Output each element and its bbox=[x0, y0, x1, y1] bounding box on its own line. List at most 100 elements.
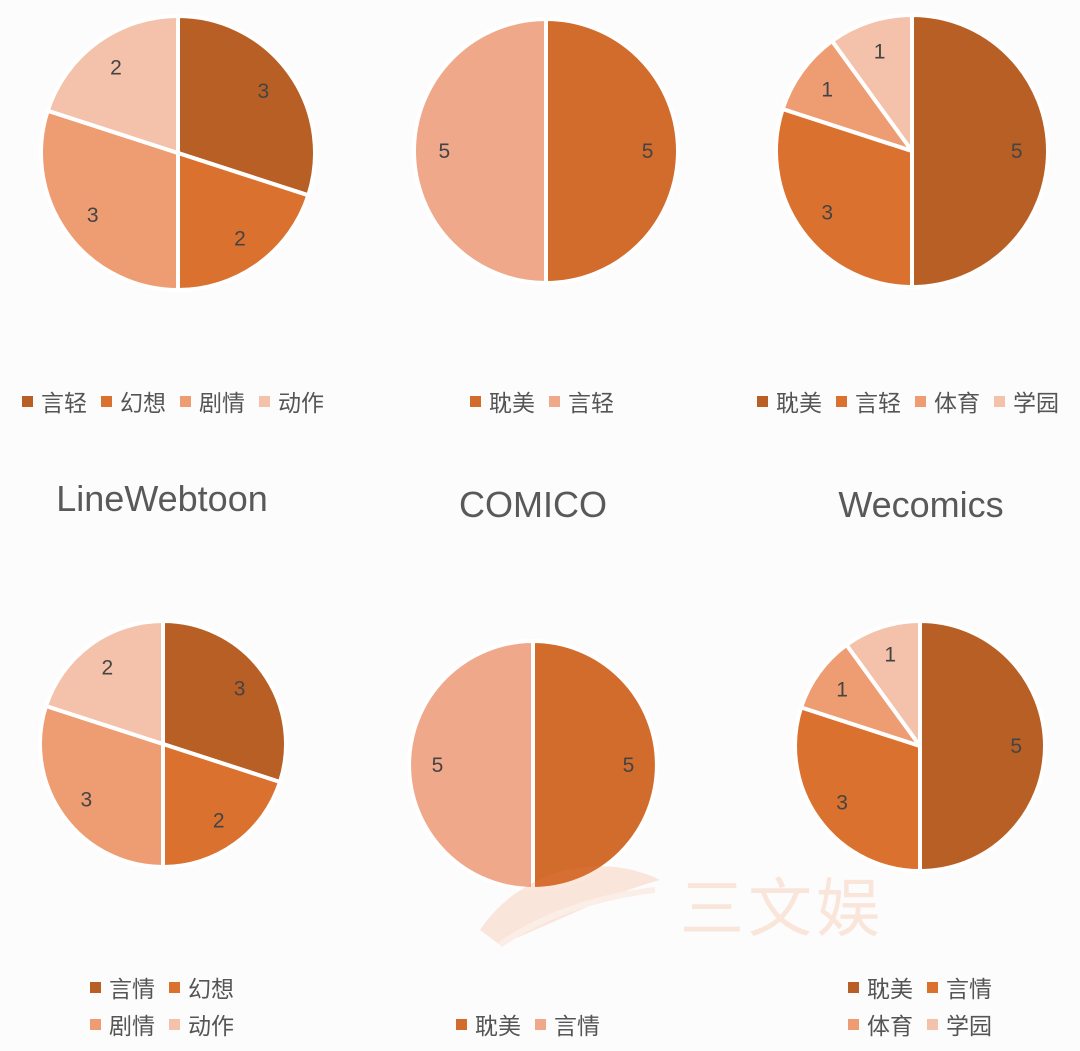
legend-swatch bbox=[836, 395, 847, 407]
slice-value-label: 3 bbox=[234, 677, 246, 700]
legend-swatch bbox=[101, 395, 112, 407]
legend-linewebtoon-bottom-line2: 剧情 动作 bbox=[90, 1007, 234, 1041]
legend-item: 言轻 bbox=[22, 384, 87, 418]
legend-wecomics-bottom-line1: 耽美 言情 bbox=[848, 970, 992, 1004]
legend-label: 耽美 bbox=[475, 1014, 521, 1040]
legend-label: 体育 bbox=[867, 1014, 913, 1040]
legend-item: 言情 bbox=[927, 970, 992, 1004]
pie-slice-言轻 bbox=[774, 106, 914, 289]
legend-swatch bbox=[549, 395, 560, 407]
legend-item: 学园 bbox=[927, 1007, 992, 1041]
pie-slice-耽美 bbox=[544, 17, 680, 285]
pie-slice-言轻 bbox=[412, 17, 548, 285]
slice-value-label: 1 bbox=[884, 643, 896, 666]
legend-item: 言情 bbox=[90, 970, 155, 1004]
slice-value-label: 5 bbox=[439, 140, 451, 163]
legend-swatch bbox=[927, 1018, 938, 1030]
slice-value-label: 5 bbox=[1011, 140, 1023, 163]
slice-value-label: 3 bbox=[81, 789, 93, 812]
legend-label: 剧情 bbox=[199, 391, 245, 417]
pie-chart-2: 55 bbox=[412, 17, 680, 285]
legend-linewebtoon-top: 言轻 幻想 剧情 动作 bbox=[22, 384, 324, 418]
legend-label: 动作 bbox=[188, 1014, 234, 1040]
pie-slice-动作 bbox=[45, 14, 180, 155]
legend-swatch bbox=[757, 395, 768, 407]
legend-label: 学园 bbox=[946, 1014, 992, 1040]
platform-title-comico: COMICO bbox=[459, 484, 607, 525]
legend-swatch bbox=[848, 981, 859, 993]
legend-swatch bbox=[994, 395, 1005, 407]
slice-value-label: 2 bbox=[234, 227, 246, 250]
legend-label: 幻想 bbox=[120, 391, 166, 417]
slice-value-label: 3 bbox=[836, 792, 848, 815]
slice-value-label: 1 bbox=[821, 78, 833, 101]
slice-value-label: 5 bbox=[1010, 735, 1022, 758]
legend-swatch bbox=[848, 1018, 859, 1030]
legend-item: 学园 bbox=[994, 384, 1059, 418]
legend-label: 学园 bbox=[1013, 391, 1059, 417]
pie-slice-言情 bbox=[793, 705, 922, 873]
legend-comico-top: 耽美 言轻 bbox=[470, 384, 614, 418]
pie-slice-言轻 bbox=[176, 14, 317, 198]
pie-slice-学园 bbox=[844, 619, 922, 748]
legend-label: 耽美 bbox=[489, 391, 535, 417]
pie-slice-动作 bbox=[44, 619, 165, 746]
legend-label: 幻想 bbox=[188, 977, 234, 1003]
legend-label: 言轻 bbox=[855, 391, 901, 417]
slice-value-label: 5 bbox=[432, 754, 444, 777]
legend-label: 言情 bbox=[946, 977, 992, 1003]
legend-swatch bbox=[90, 1018, 101, 1030]
slice-value-label: 3 bbox=[821, 202, 833, 225]
legend-item: 言情 bbox=[535, 1007, 600, 1041]
legend-item: 耽美 bbox=[470, 384, 535, 418]
legend-item: 耽美 bbox=[848, 970, 913, 1004]
legend-item: 耽美 bbox=[757, 384, 822, 418]
pie-slice-言情 bbox=[407, 639, 535, 891]
legend-item: 动作 bbox=[169, 1007, 234, 1041]
legend-comico-bottom: 耽美 言情 bbox=[456, 1007, 600, 1041]
legend-swatch bbox=[22, 395, 33, 407]
legend-item: 体育 bbox=[915, 384, 980, 418]
legend-label: 言轻 bbox=[41, 391, 87, 417]
pie-slice-剧情 bbox=[38, 703, 165, 869]
pie-chart-3: 5 3 1 1 bbox=[774, 13, 1050, 289]
slice-value-label: 5 bbox=[642, 140, 654, 163]
legend-item: 剧情 bbox=[90, 1007, 155, 1041]
pie-slice-耽美 bbox=[918, 619, 1047, 873]
pie-slice-学园 bbox=[830, 13, 914, 153]
legend-swatch bbox=[456, 1018, 467, 1030]
legend-swatch bbox=[180, 395, 191, 407]
slice-value-label: 5 bbox=[623, 754, 635, 777]
pie-chart-4: 3 2 3 2 bbox=[38, 619, 288, 869]
pie-slice-幻想 bbox=[176, 151, 311, 292]
legend-swatch bbox=[169, 981, 180, 993]
slice-value-label: 3 bbox=[257, 80, 269, 103]
legend-swatch bbox=[470, 395, 481, 407]
legend-wecomics-top: 耽美 言轻 体育 学园 bbox=[757, 384, 1059, 418]
pie-chart-1: 3 2 3 2 bbox=[39, 14, 317, 292]
legend-item: 言轻 bbox=[549, 384, 614, 418]
legend-label: 言情 bbox=[109, 977, 155, 1003]
slice-value-label: 2 bbox=[213, 810, 225, 833]
slice-value-label: 1 bbox=[874, 40, 886, 63]
legend-item: 言轻 bbox=[836, 384, 901, 418]
slice-value-label: 2 bbox=[101, 656, 113, 679]
legend-label: 体育 bbox=[934, 391, 980, 417]
legend-item: 剧情 bbox=[180, 384, 245, 418]
legend-wecomics-bottom-line2: 体育 学园 bbox=[848, 1007, 992, 1041]
legend-item: 幻想 bbox=[169, 970, 234, 1004]
legend-label: 剧情 bbox=[109, 1014, 155, 1040]
legend-item: 幻想 bbox=[101, 384, 166, 418]
legend-label: 言轻 bbox=[568, 391, 614, 417]
legend-label: 耽美 bbox=[867, 977, 913, 1003]
legend-label: 言情 bbox=[554, 1014, 600, 1040]
pie-slice-言情 bbox=[161, 619, 288, 785]
legend-item: 耽美 bbox=[456, 1007, 521, 1041]
slice-value-label: 1 bbox=[836, 678, 848, 701]
legend-linewebtoon-bottom-line1: 言情 幻想 bbox=[90, 970, 234, 1004]
legend-swatch bbox=[90, 981, 101, 993]
legend-swatch bbox=[169, 1018, 180, 1030]
legend-label: 耽美 bbox=[776, 391, 822, 417]
pie-slice-耽美 bbox=[531, 639, 659, 891]
